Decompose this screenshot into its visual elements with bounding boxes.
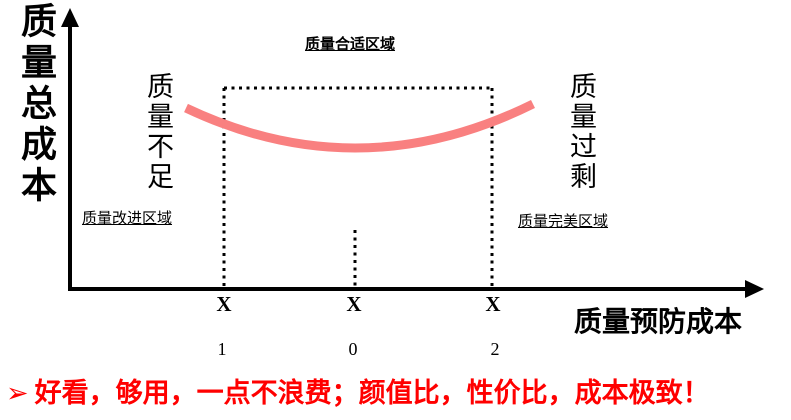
tick-x0-subscript: 0 — [348, 339, 358, 359]
tick-x2-subscript: 2 — [490, 339, 500, 359]
cost-curve — [184, 99, 535, 153]
tick-x1-subscript: 1 — [217, 339, 227, 359]
tick-x0: X — [346, 293, 361, 315]
tick-x2-symbol: X — [485, 292, 501, 316]
side-label-insufficient: 质量不足 — [143, 72, 173, 192]
zone-label-improvement: 质量改进区域 — [82, 211, 173, 227]
y-axis-title: 质量总成本 — [16, 2, 57, 207]
x-axis-arrow-icon — [745, 280, 764, 298]
footer-emphasis-line: ➢ 好看，够用，一点不浪费；颜值比，性价比，成本极致！ — [6, 371, 791, 410]
tick-x0-symbol: X — [346, 292, 362, 316]
zone-label-suitable: 质量合适区域 — [304, 37, 396, 53]
tick-x2: X — [485, 293, 500, 315]
y-axis-arrow-icon — [61, 8, 79, 27]
x-axis-title: 质量预防成本 — [574, 306, 743, 337]
side-label-excess: 质量过剩 — [566, 72, 596, 192]
zone-label-perfection: 质量完美区域 — [518, 214, 609, 230]
arrow-bullet-icon: ➢ — [6, 378, 29, 408]
tick-x1: X — [216, 293, 231, 315]
footer-text: 好看，够用，一点不浪费；颜值比，性价比，成本极致！ — [34, 378, 710, 408]
tick-x1-symbol: X — [216, 292, 232, 316]
